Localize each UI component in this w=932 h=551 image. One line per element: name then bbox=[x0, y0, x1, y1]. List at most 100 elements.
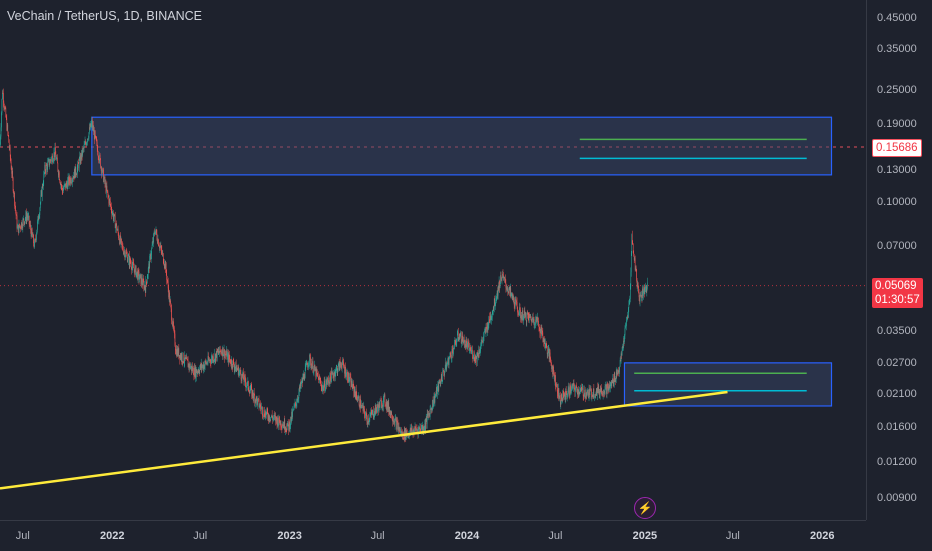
candle-body bbox=[10, 157, 11, 162]
candle-body bbox=[522, 316, 523, 320]
candle-body bbox=[457, 335, 458, 341]
candle-body bbox=[504, 277, 505, 279]
candle-body bbox=[230, 359, 231, 360]
candle-body bbox=[184, 362, 185, 363]
candle-body bbox=[373, 417, 374, 418]
candle-body bbox=[37, 230, 38, 234]
candle-body bbox=[232, 360, 233, 366]
candle-body bbox=[295, 402, 296, 404]
candle-body bbox=[98, 155, 99, 157]
candle-body bbox=[571, 387, 572, 392]
candle-body bbox=[451, 358, 452, 359]
candle-body bbox=[587, 393, 588, 396]
price-chart[interactable] bbox=[0, 0, 866, 520]
candle-body bbox=[247, 382, 248, 386]
price-tick: 0.02700 bbox=[877, 357, 917, 369]
candle-body bbox=[506, 283, 507, 288]
candle-body bbox=[125, 256, 126, 258]
candle-body bbox=[572, 386, 573, 387]
candle-body bbox=[202, 366, 203, 368]
candle-body bbox=[264, 410, 265, 416]
candle-body bbox=[71, 178, 72, 183]
candle-body bbox=[322, 388, 323, 390]
candle-body bbox=[607, 384, 608, 394]
time-tick: Jul bbox=[16, 530, 30, 542]
candle-body bbox=[625, 328, 626, 335]
candle-body bbox=[73, 178, 74, 179]
candle-body bbox=[534, 319, 535, 325]
candle-body bbox=[535, 325, 536, 326]
candle-body bbox=[57, 158, 58, 163]
lightning-icon[interactable]: ⚡ bbox=[634, 497, 656, 519]
candle-body bbox=[250, 390, 251, 391]
candle-body bbox=[636, 268, 637, 270]
candle-body bbox=[34, 241, 35, 246]
candle-body bbox=[108, 195, 109, 197]
price-tick: 0.01600 bbox=[877, 421, 917, 433]
candle-body bbox=[349, 380, 350, 381]
candle-body bbox=[338, 364, 339, 370]
candle-body bbox=[574, 385, 575, 390]
candle-body bbox=[472, 350, 473, 358]
candle-body bbox=[108, 191, 109, 195]
candle-body bbox=[449, 359, 450, 365]
candle-body bbox=[545, 346, 546, 347]
candle-body bbox=[53, 160, 54, 162]
candle-body bbox=[272, 415, 273, 418]
candle-body bbox=[46, 165, 47, 173]
candle-body bbox=[100, 155, 101, 159]
candle-body bbox=[518, 312, 519, 313]
candle-body bbox=[539, 326, 540, 327]
candle-body bbox=[14, 193, 15, 206]
candle-body bbox=[190, 367, 191, 368]
candle-body bbox=[63, 189, 64, 190]
candle-body bbox=[483, 336, 484, 338]
candle-body bbox=[55, 147, 56, 154]
candle-body bbox=[349, 373, 350, 381]
candle-body bbox=[29, 224, 30, 225]
candle-body bbox=[174, 328, 175, 330]
candle-body bbox=[462, 336, 463, 342]
time-tick: Jul bbox=[726, 530, 740, 542]
candle-body bbox=[273, 418, 274, 419]
candle-body bbox=[126, 252, 127, 253]
candle-body bbox=[84, 145, 85, 149]
candle-body bbox=[284, 420, 285, 430]
candle-body bbox=[100, 159, 101, 168]
candle-body bbox=[204, 365, 205, 369]
candle-body bbox=[305, 365, 306, 368]
current-price-badge: 0.05069 01:30:57 bbox=[872, 278, 923, 308]
candle-body bbox=[279, 416, 280, 422]
candle-body bbox=[495, 300, 496, 304]
candle-body bbox=[95, 136, 96, 137]
candle-body bbox=[627, 320, 628, 322]
candle-body bbox=[53, 161, 54, 162]
candle-body bbox=[89, 132, 90, 138]
candle-body bbox=[415, 427, 416, 428]
symbol-title[interactable]: VeChain / TetherUS, 1D, BINANCE bbox=[7, 9, 202, 23]
candle-body bbox=[447, 363, 448, 364]
candle-body bbox=[334, 374, 335, 377]
candle-body bbox=[36, 240, 37, 241]
candle-body bbox=[424, 430, 425, 431]
candle-body bbox=[524, 314, 525, 319]
candle-body bbox=[269, 415, 270, 420]
candle-body bbox=[628, 308, 629, 318]
candle-body bbox=[42, 186, 43, 197]
candle-body bbox=[153, 234, 154, 243]
candle-body bbox=[547, 346, 548, 354]
candle-body bbox=[596, 395, 597, 396]
candle-body bbox=[523, 310, 524, 320]
candle-body bbox=[569, 387, 570, 394]
candle-body bbox=[249, 391, 250, 394]
candle-body bbox=[629, 305, 630, 308]
candle-body bbox=[437, 387, 438, 394]
candle-body bbox=[626, 326, 627, 327]
candle-body bbox=[514, 297, 515, 305]
candle-body bbox=[218, 351, 219, 353]
candle-body bbox=[564, 394, 565, 396]
candle-body bbox=[155, 231, 156, 233]
